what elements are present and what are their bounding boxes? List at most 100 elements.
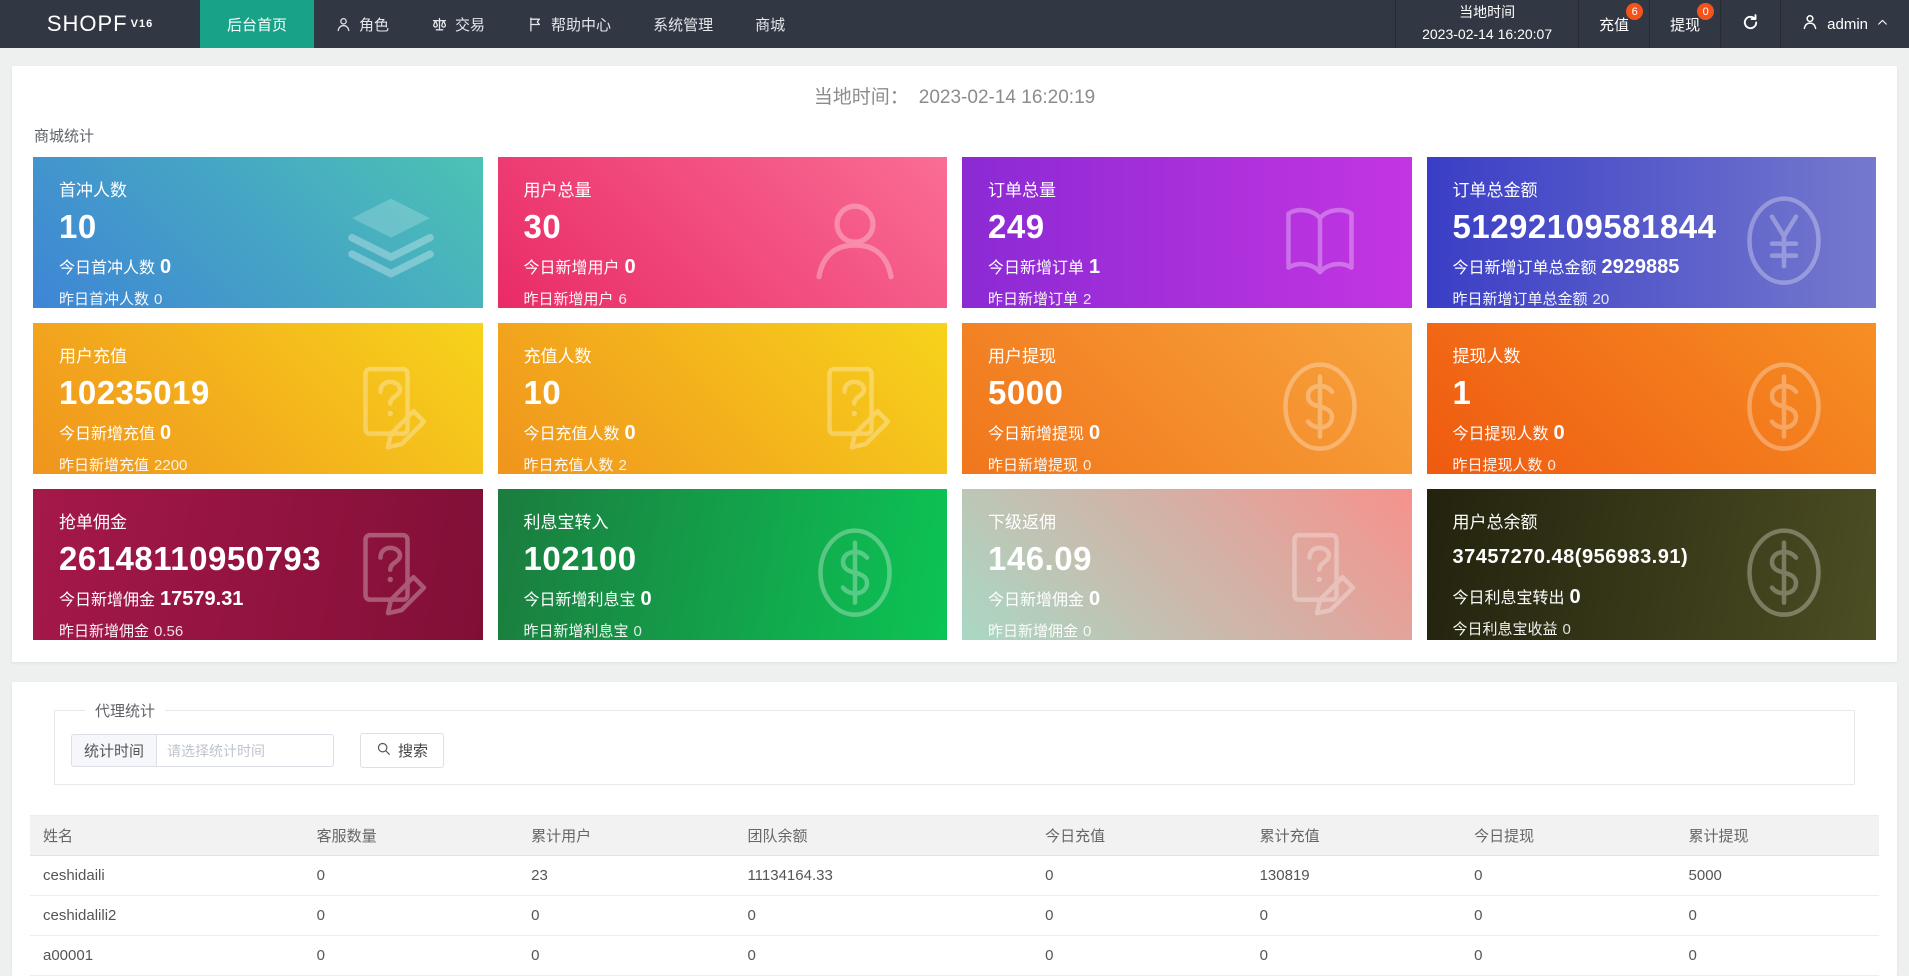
recharge-badge: 6 xyxy=(1626,3,1644,20)
stat-cards-grid: 首冲人数 10 今日首冲人数 0 昨日首冲人数 0 用户总量 30 今日新增用户 0 昨日新增用户 6… xyxy=(33,157,1876,640)
card-today-line: 今日利息宝转出 0 xyxy=(1452,586,1581,608)
book-open-icon xyxy=(1272,192,1368,288)
stat-card-11: 用户总余额 37457270.48(956983.91) 今日利息宝转出 0 今日利息宝… xyxy=(1426,489,1876,640)
table-header-cell: 累计用户 xyxy=(518,815,735,856)
stats-panel: 当地时间： 2023-02-14 16:20:19 商城统计 首冲人数 10 今日首冲… xyxy=(12,66,1897,662)
table-cell: 23 xyxy=(518,855,735,896)
nav-item-4[interactable]: 系统管理 xyxy=(632,0,734,48)
stat-card-10: 下级返佣 146.09 今日新增佣金 0 昨日新增佣金 0 xyxy=(962,489,1412,640)
table-row-1: ceshidalili2 0 0 0 0 0 0 0 xyxy=(30,895,1879,936)
table-cell: 0 xyxy=(734,895,1033,936)
card-yesterday-line: 昨日新增利息宝 0 xyxy=(523,623,642,640)
refresh-button[interactable] xyxy=(1720,0,1780,48)
nav-item-0[interactable]: 后台首页 xyxy=(200,0,315,48)
nav-item-1[interactable]: 角色 xyxy=(314,0,410,48)
recharge-button[interactable]: 充值 6 xyxy=(1578,0,1649,48)
card-title: 订单总金额 xyxy=(1452,181,1538,200)
local-time-value: 2023-02-14 16:20:07 xyxy=(1422,26,1553,42)
card-title: 利息宝转入 xyxy=(523,513,609,532)
user-icon xyxy=(335,16,352,33)
card-title: 充值人数 xyxy=(523,347,592,366)
doc-question-pencil-icon xyxy=(343,524,439,620)
table-cell: ceshidaili xyxy=(30,855,304,896)
chevron-up-icon xyxy=(1876,16,1889,33)
stat-card-5: 充值人数 10 今日充值人数 0 昨日充值人数 2 xyxy=(497,323,947,474)
withdraw-button[interactable]: 提现 0 xyxy=(1649,0,1720,48)
search-button[interactable]: 搜索 xyxy=(360,733,445,768)
stat-card-3: 订单总金额 51292109581844 今日新增订单总金额 2929885 昨日新增订… xyxy=(1426,157,1876,308)
table-cell: 0 xyxy=(518,935,735,976)
table-cell: 5000 xyxy=(1675,855,1879,896)
logo-version: V16 xyxy=(130,18,154,30)
search-icon xyxy=(376,741,392,761)
yen-circle-icon xyxy=(1736,192,1832,288)
stat-card-2: 订单总量 249 今日新增订单 1 昨日新增订单 2 xyxy=(962,157,1412,308)
table-header-cell: 今日充值 xyxy=(1032,815,1247,856)
dollar-circle-icon xyxy=(807,524,903,620)
dollar-circle-icon xyxy=(1272,358,1368,454)
card-yesterday-line: 昨日新增用户 6 xyxy=(523,291,627,308)
card-value: 37457270.48(956983.91) xyxy=(1452,546,1689,568)
nav-item-5[interactable]: 商城 xyxy=(734,0,806,48)
card-value: 51292109581844 xyxy=(1452,208,1717,245)
local-time-label: 当地时间 xyxy=(1459,4,1516,21)
stat-time-input[interactable] xyxy=(156,734,335,767)
table-cell: 0 xyxy=(303,855,519,896)
card-title: 下级返佣 xyxy=(988,513,1056,532)
table-header-cell: 姓名 xyxy=(30,815,304,856)
card-title: 提现人数 xyxy=(1452,347,1521,366)
doc-question-pencil-icon xyxy=(807,358,903,454)
table-cell: 0 xyxy=(303,895,519,936)
stat-card-1: 用户总量 30 今日新增用户 0 昨日新增用户 6 xyxy=(497,157,947,308)
table-row-0: ceshidaili 0 23 11134164.33 0 130819 0 5000 xyxy=(30,855,1879,896)
stat-time-label: 统计时间 xyxy=(71,734,157,767)
card-value: 10 xyxy=(523,374,562,411)
card-yesterday-line: 今日利息宝收益 0 xyxy=(1452,621,1571,638)
top-navbar: SHOPF V16 后台首页 角色 交易 帮助中心 系统管理 商城 当地时间 2023-0… xyxy=(0,0,1909,48)
table-cell: 0 xyxy=(1461,855,1676,896)
stat-card-4: 用户充值 10235019 今日新增充值 0 昨日新增充值 2200 xyxy=(33,323,483,474)
layers-icon xyxy=(343,192,439,288)
card-today-line: 今日新增充值 0 xyxy=(59,422,172,444)
table-cell: 0 xyxy=(1246,935,1462,976)
table-header-cell: 累计提现 xyxy=(1675,815,1879,856)
card-today-line: 今日充值人数 0 xyxy=(523,422,636,444)
agent-stats-box: 代理统计 统计时间 搜索 xyxy=(54,700,1855,785)
nav-item-label: 帮助中心 xyxy=(551,16,612,34)
scales-icon xyxy=(431,16,448,33)
refresh-icon xyxy=(1741,13,1760,36)
table-cell: 0 xyxy=(303,935,519,976)
card-today-line: 今日新增佣金 0 xyxy=(988,588,1101,610)
card-yesterday-line: 昨日新增订单 2 xyxy=(988,291,1092,308)
card-today-line: 今日提现人数 0 xyxy=(1452,422,1565,444)
username: admin xyxy=(1827,15,1868,33)
agent-section-title: 代理统计 xyxy=(95,703,156,720)
card-value: 1 xyxy=(1452,374,1472,411)
user-menu[interactable]: admin xyxy=(1780,0,1909,48)
local-time-widget: 当地时间 2023-02-14 16:20:07 xyxy=(1395,0,1578,48)
flag-icon xyxy=(527,16,544,33)
card-value: 30 xyxy=(523,208,562,245)
stat-card-7: 提现人数 1 今日提现人数 0 昨日提现人数 0 xyxy=(1426,323,1876,474)
nav-item-3[interactable]: 帮助中心 xyxy=(506,0,632,48)
table-header-cell: 团队余额 xyxy=(734,815,1033,856)
withdraw-badge: 0 xyxy=(1697,3,1715,20)
card-yesterday-line: 昨日充值人数 2 xyxy=(523,457,627,474)
page-local-time: 当地时间： 2023-02-14 16:20:19 xyxy=(12,66,1897,109)
table-cell: 0 xyxy=(1675,895,1879,936)
card-today-line: 今日新增利息宝 0 xyxy=(523,588,652,610)
card-title: 用户提现 xyxy=(988,347,1056,366)
nav-item-2[interactable]: 交易 xyxy=(410,0,506,48)
card-today-line: 今日首冲人数 0 xyxy=(59,256,172,278)
page-time-value: 2023-02-14 16:20:19 xyxy=(918,87,1096,108)
user-icon xyxy=(1801,13,1819,35)
nav-item-label: 角色 xyxy=(359,16,390,34)
table-cell: 0 xyxy=(1461,895,1676,936)
table-cell: 0 xyxy=(1675,935,1879,976)
table-cell: 0 xyxy=(1461,935,1676,976)
card-yesterday-line: 昨日首冲人数 0 xyxy=(59,291,163,308)
agent-filter-row: 统计时间 搜索 xyxy=(71,733,1838,768)
table-cell: 11134164.33 xyxy=(734,855,1033,896)
card-yesterday-line: 昨日新增佣金 0.56 xyxy=(59,623,184,640)
navbar-right: 当地时间 2023-02-14 16:20:07 充值 6 提现 0 admin xyxy=(1395,0,1909,48)
